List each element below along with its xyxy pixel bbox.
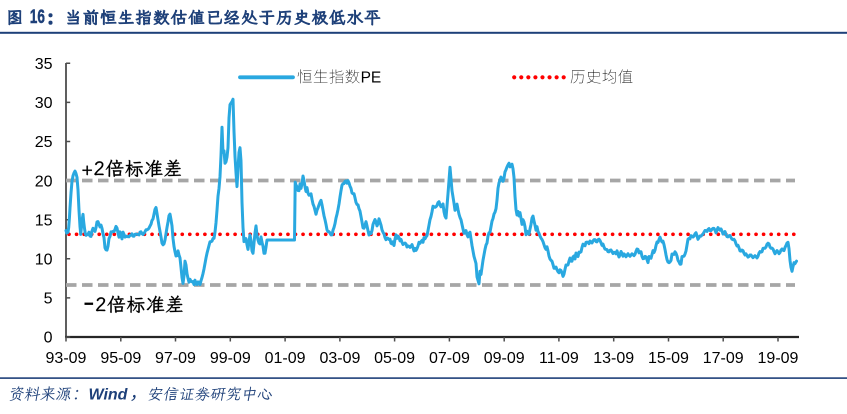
svg-text:30: 30 [35, 95, 53, 112]
svg-text:95-09: 95-09 [100, 350, 141, 367]
svg-text:15-09: 15-09 [648, 350, 689, 367]
svg-text:05-09: 05-09 [374, 350, 415, 367]
svg-text:19-09: 19-09 [758, 350, 799, 367]
svg-text:20: 20 [35, 173, 53, 190]
svg-text:01-09: 01-09 [265, 350, 306, 367]
svg-text:07-09: 07-09 [429, 350, 470, 367]
svg-text:17-09: 17-09 [703, 350, 744, 367]
svg-text:13-09: 13-09 [593, 350, 634, 367]
svg-text:16: 16 [30, 6, 45, 28]
svg-text:5: 5 [44, 291, 53, 308]
svg-text:99-09: 99-09 [210, 350, 251, 367]
svg-text:15: 15 [35, 212, 53, 229]
svg-text:35: 35 [35, 56, 53, 73]
svg-text:0: 0 [44, 330, 53, 347]
svg-text:PE: PE [361, 69, 382, 86]
svg-text:10: 10 [35, 252, 53, 269]
svg-text:Wind: Wind [89, 386, 129, 403]
svg-text:97-09: 97-09 [155, 350, 196, 367]
svg-text:25: 25 [35, 134, 53, 151]
svg-text:09-09: 09-09 [484, 350, 525, 367]
svg-text:93-09: 93-09 [46, 350, 87, 367]
svg-text:11-09: 11-09 [539, 350, 579, 367]
svg-text:03-09: 03-09 [319, 350, 360, 367]
